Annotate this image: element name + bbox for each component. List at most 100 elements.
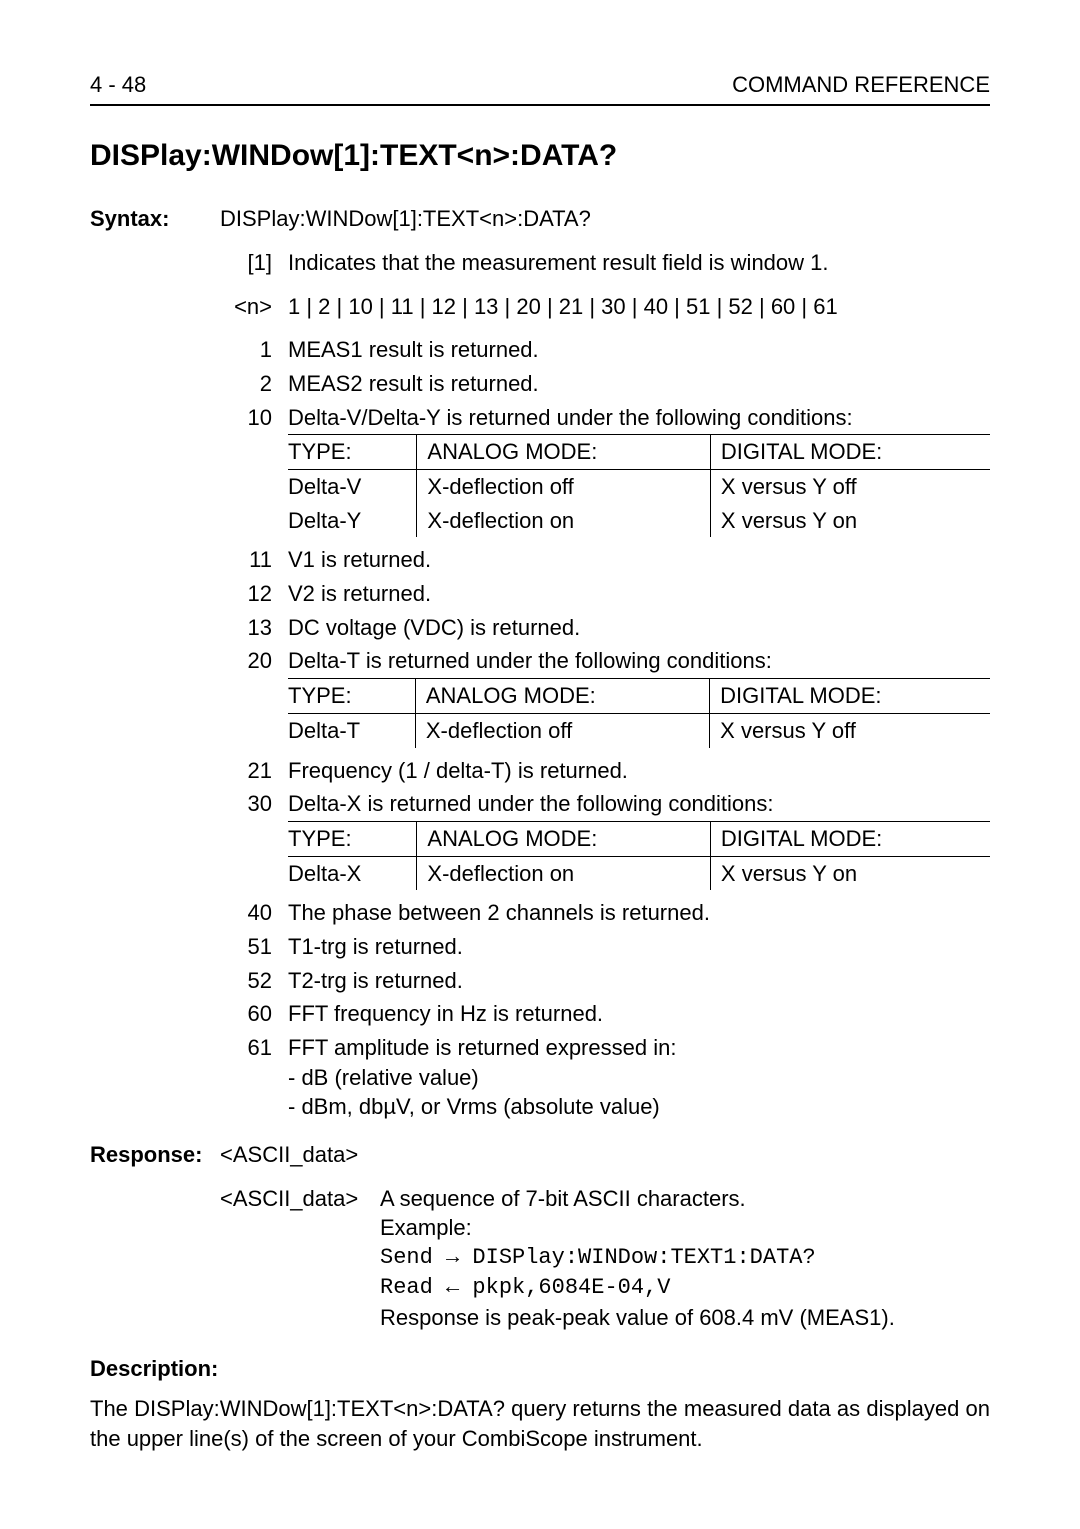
th-type: TYPE:: [288, 435, 417, 470]
param-1: 1 MEAS1 result is returned.: [220, 335, 990, 365]
arrow-right-icon: →: [446, 1245, 459, 1270]
param-text: DC voltage (VDC) is returned.: [288, 613, 990, 643]
syntax-command: DISPlay:WINDow[1]:TEXT<n>:DATA?: [220, 204, 990, 234]
td: Delta-Y: [288, 504, 417, 538]
param-key: 40: [220, 898, 288, 928]
param-20: 20 Delta-T is returned under the followi…: [220, 646, 990, 751]
param-40: 40 The phase between 2 channels is retur…: [220, 898, 990, 928]
param-1-bracket: [1] Indicates that the measurement resul…: [220, 248, 990, 278]
response-body: <ASCII_data> <ASCII_data> A sequence of …: [220, 1140, 990, 1332]
td: X versus Y off: [710, 713, 990, 747]
td: Delta-T: [288, 713, 415, 747]
param-51: 51 T1-trg is returned.: [220, 932, 990, 962]
param-61-sub1: - dB (relative value): [288, 1063, 990, 1093]
param-key: 52: [220, 966, 288, 996]
param-key: 2: [220, 369, 288, 399]
param-text: MEAS1 result is returned.: [288, 335, 990, 365]
response-label: Response:: [90, 1140, 220, 1170]
param-key: 51: [220, 932, 288, 962]
param-text: FFT amplitude is returned expressed in: …: [288, 1033, 990, 1122]
th-analog: ANALOG MODE:: [415, 679, 709, 714]
th-type: TYPE:: [288, 821, 417, 856]
response-line5: Response is peak-peak value of 608.4 mV …: [380, 1303, 990, 1333]
param-key: 1: [220, 335, 288, 365]
th-analog: ANALOG MODE:: [417, 821, 711, 856]
td: X-deflection on: [417, 856, 711, 890]
page: 4 - 48 COMMAND REFERENCE DISPlay:WINDow[…: [0, 0, 1080, 1529]
param-11: 11 V1 is returned.: [220, 545, 990, 575]
param-61: 61 FFT amplitude is returned expressed i…: [220, 1033, 990, 1122]
param-text: Indicates that the measurement result fi…: [288, 248, 990, 278]
td: X versus Y on: [710, 504, 990, 538]
description-text: The DISPlay:WINDow[1]:TEXT<n>:DATA? quer…: [90, 1394, 990, 1453]
table-10: TYPE: ANALOG MODE: DIGITAL MODE: Delta-V…: [288, 434, 990, 537]
read-cmd: pkpk,6084E-04,V: [459, 1275, 670, 1300]
param-61-sub2: - dBm, dbµV, or Vrms (absolute value): [288, 1092, 990, 1122]
param-10: 10 Delta-V/Delta-Y is returned under the…: [220, 403, 990, 542]
response-value: <ASCII_data>: [220, 1140, 990, 1170]
param-key: 12: [220, 579, 288, 609]
param-text: FFT frequency in Hz is returned.: [288, 999, 990, 1029]
param-21: 21 Frequency (1 / delta-T) is returned.: [220, 756, 990, 786]
param-key: 60: [220, 999, 288, 1029]
header-right: COMMAND REFERENCE: [732, 70, 990, 100]
param-12: 12 V2 is returned.: [220, 579, 990, 609]
send-prefix: Send: [380, 1245, 446, 1270]
param-61-text: FFT amplitude is returned expressed in:: [288, 1033, 990, 1063]
param-key: 61: [220, 1033, 288, 1063]
td: X versus Y off: [710, 470, 990, 504]
response-detail-key: <ASCII_data>: [220, 1184, 380, 1214]
param-key: <n>: [220, 292, 288, 322]
param-52: 52 T2-trg is returned.: [220, 966, 990, 996]
param-text: Frequency (1 / delta-T) is returned.: [288, 756, 990, 786]
th-analog: ANALOG MODE:: [417, 435, 711, 470]
header-left: 4 - 48: [90, 70, 146, 100]
syntax-body: DISPlay:WINDow[1]:TEXT<n>:DATA? [1] Indi…: [220, 204, 990, 1126]
description-section: Description: The DISPlay:WINDow[1]:TEXT<…: [90, 1354, 990, 1453]
param-text: MEAS2 result is returned.: [288, 369, 990, 399]
param-key: 20: [220, 646, 288, 676]
param-text: V1 is returned.: [288, 545, 990, 575]
page-header: 4 - 48 COMMAND REFERENCE: [90, 70, 990, 106]
th-digital: DIGITAL MODE:: [710, 435, 990, 470]
table-30: TYPE: ANALOG MODE: DIGITAL MODE: Delta-X…: [288, 821, 990, 890]
param-30-text: Delta-X is returned under the following …: [288, 791, 774, 816]
response-detail: <ASCII_data> A sequence of 7-bit ASCII c…: [220, 1184, 990, 1332]
description-label: Description:: [90, 1354, 990, 1384]
response-read: Read ← pkpk,6084E-04,V: [380, 1273, 990, 1303]
param-text: V2 is returned.: [288, 579, 990, 609]
th-digital: DIGITAL MODE:: [710, 821, 990, 856]
syntax-label: Syntax:: [90, 204, 220, 234]
td: X-deflection off: [415, 713, 709, 747]
param-30: 30 Delta-X is returned under the followi…: [220, 789, 990, 894]
page-title: DISPlay:WINDow[1]:TEXT<n>:DATA?: [90, 136, 990, 177]
param-key: 10: [220, 403, 288, 433]
param-13: 13 DC voltage (VDC) is returned.: [220, 613, 990, 643]
response-row: Response: <ASCII_data> <ASCII_data> A se…: [90, 1140, 990, 1332]
send-cmd: DISPlay:WINDow:TEXT1:DATA?: [459, 1245, 815, 1270]
param-10-text: Delta-V/Delta-Y is returned under the fo…: [288, 405, 853, 430]
param-text: Delta-V/Delta-Y is returned under the fo…: [288, 403, 990, 542]
table-20: TYPE: ANALOG MODE: DIGITAL MODE: Delta-T…: [288, 678, 990, 747]
param-key: [1]: [220, 248, 288, 278]
param-text: Delta-T is returned under the following …: [288, 646, 990, 751]
th-digital: DIGITAL MODE:: [710, 679, 990, 714]
param-text: Delta-X is returned under the following …: [288, 789, 990, 894]
param-key: 21: [220, 756, 288, 786]
param-2: 2 MEAS2 result is returned.: [220, 369, 990, 399]
param-text: 1 | 2 | 10 | 11 | 12 | 13 | 20 | 21 | 30…: [288, 292, 990, 322]
response-line1: A sequence of 7-bit ASCII characters.: [380, 1184, 990, 1214]
param-text: T2-trg is returned.: [288, 966, 990, 996]
td: X-deflection on: [417, 504, 711, 538]
th-type: TYPE:: [288, 679, 415, 714]
param-key: 13: [220, 613, 288, 643]
param-text: T1-trg is returned.: [288, 932, 990, 962]
param-60: 60 FFT frequency in Hz is returned.: [220, 999, 990, 1029]
syntax-row: Syntax: DISPlay:WINDow[1]:TEXT<n>:DATA? …: [90, 204, 990, 1126]
response-detail-val: A sequence of 7-bit ASCII characters. Ex…: [380, 1184, 990, 1332]
response-send: Send → DISPlay:WINDow:TEXT1:DATA?: [380, 1243, 990, 1273]
param-key: 11: [220, 545, 288, 575]
arrow-left-icon: ←: [446, 1275, 459, 1300]
td: X versus Y on: [710, 856, 990, 890]
response-line2: Example:: [380, 1213, 990, 1243]
